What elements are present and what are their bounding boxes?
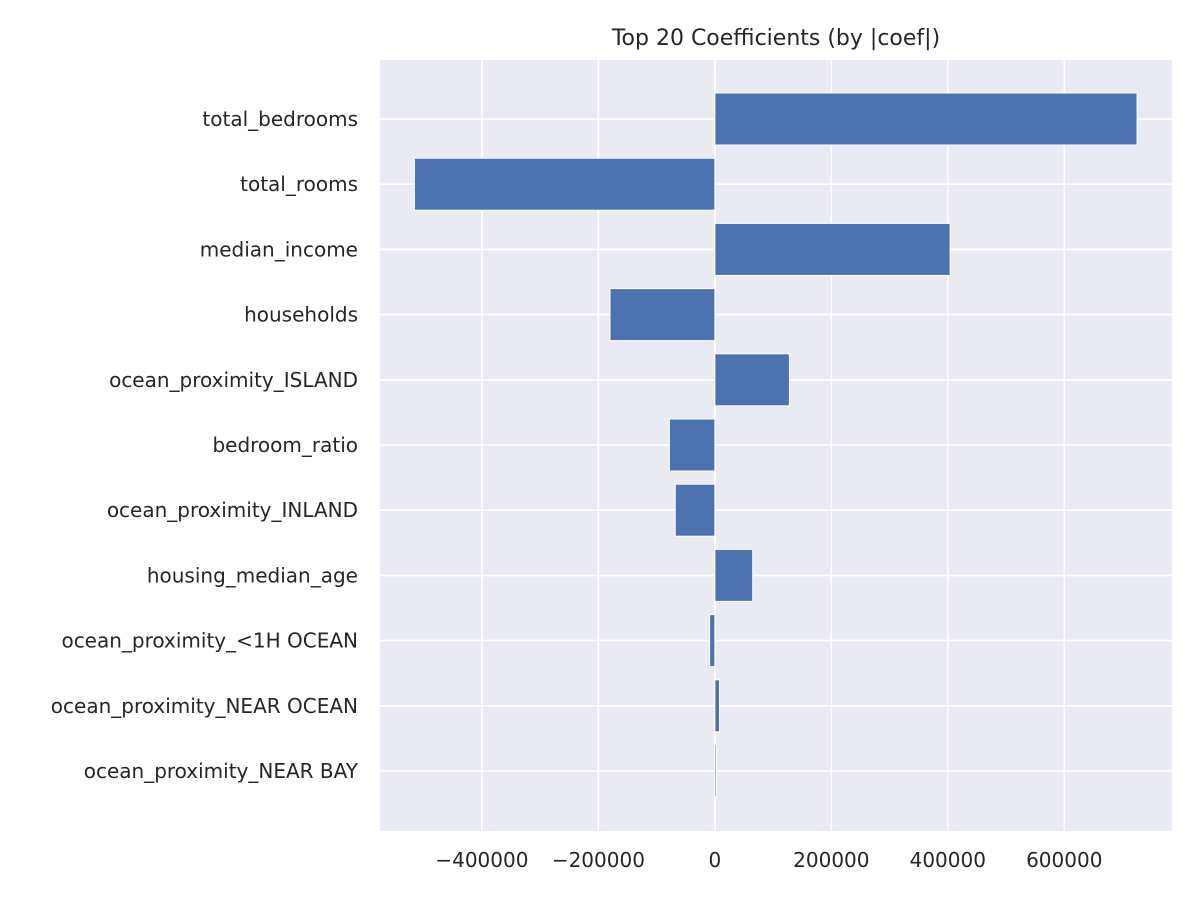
- y-tick-label: housing_median_age: [147, 563, 358, 587]
- x-tick-label: 0: [708, 848, 721, 872]
- y-tick-label: ocean_proximity_NEAR BAY: [84, 759, 359, 783]
- bar-median-income: [714, 222, 951, 276]
- y-tick-label: total_rooms: [240, 172, 358, 196]
- y-tick-label: bedroom_ratio: [212, 433, 358, 457]
- chart-title: Top 20 Coefficients (by |coef|): [611, 26, 940, 51]
- x-tick-label: 600000: [1026, 848, 1102, 872]
- y-tick-label: ocean_proximity_ISLAND: [109, 368, 358, 392]
- x-tick-label: 200000: [793, 848, 869, 872]
- bar-ocean-proximity-near-ocean: [714, 679, 721, 733]
- bar-bedroom-ratio: [668, 418, 716, 472]
- y-tick-label: total_bedrooms: [202, 107, 358, 131]
- x-tick-label: 400000: [910, 848, 986, 872]
- bar-ocean-proximity-1h-ocean: [709, 614, 716, 668]
- y-tick-label: ocean_proximity_<1H OCEAN: [61, 629, 358, 653]
- bars: [413, 92, 1138, 798]
- y-axis-labels: total_bedrooms total_rooms median_incomeho…: [51, 107, 359, 783]
- x-axis-labels: −400000 −200000 0 200000 400000 600000: [435, 848, 1102, 872]
- y-tick-label: median_income: [200, 237, 358, 261]
- bar-housing-median-age: [714, 548, 754, 602]
- bar-total-bedrooms: [714, 92, 1138, 146]
- y-tick-label: households: [244, 303, 358, 327]
- bar-ocean-proximity-inland: [674, 483, 716, 537]
- bar-households: [609, 288, 716, 342]
- bar-total-rooms: [413, 157, 716, 211]
- x-tick-label: −200000: [552, 848, 645, 872]
- y-tick-label: ocean_proximity_INLAND: [107, 498, 358, 522]
- bar-ocean-proximity-near-bay: [714, 744, 717, 798]
- bar-ocean-proximity-island: [714, 353, 790, 407]
- x-tick-label: −400000: [435, 848, 528, 872]
- y-tick-label: ocean_proximity_NEAR OCEAN: [51, 694, 358, 718]
